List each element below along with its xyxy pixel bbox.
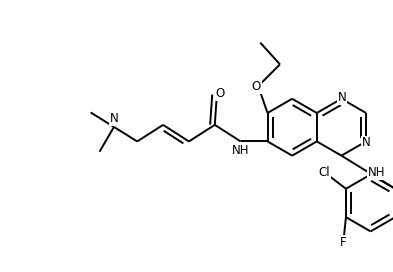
- Text: N: N: [110, 112, 118, 125]
- Text: O: O: [215, 87, 224, 100]
- Text: NH: NH: [368, 166, 386, 179]
- Text: Cl: Cl: [318, 166, 330, 179]
- Text: O: O: [252, 80, 261, 92]
- Text: F: F: [340, 236, 347, 249]
- Text: NH: NH: [232, 144, 250, 157]
- Text: N: N: [362, 137, 371, 150]
- Text: N: N: [338, 91, 346, 104]
